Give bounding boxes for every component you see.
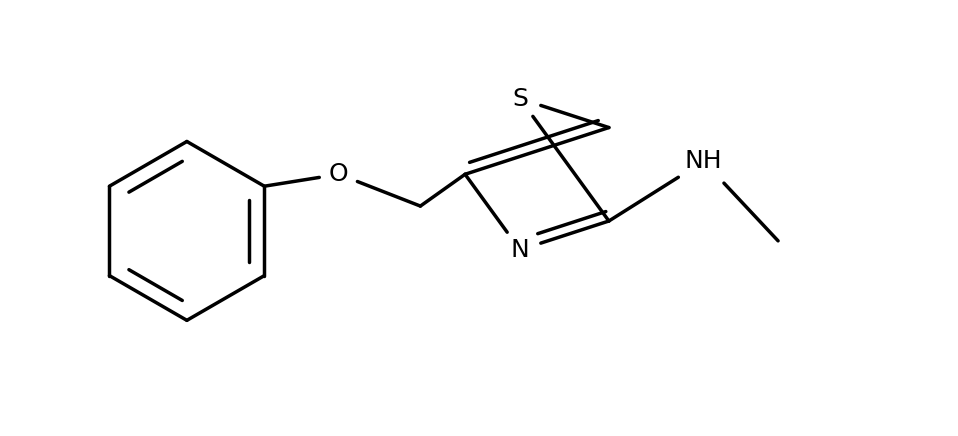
Text: O: O [330, 162, 349, 186]
Text: NH: NH [685, 150, 722, 174]
Text: N: N [511, 238, 530, 262]
Text: S: S [513, 87, 528, 111]
